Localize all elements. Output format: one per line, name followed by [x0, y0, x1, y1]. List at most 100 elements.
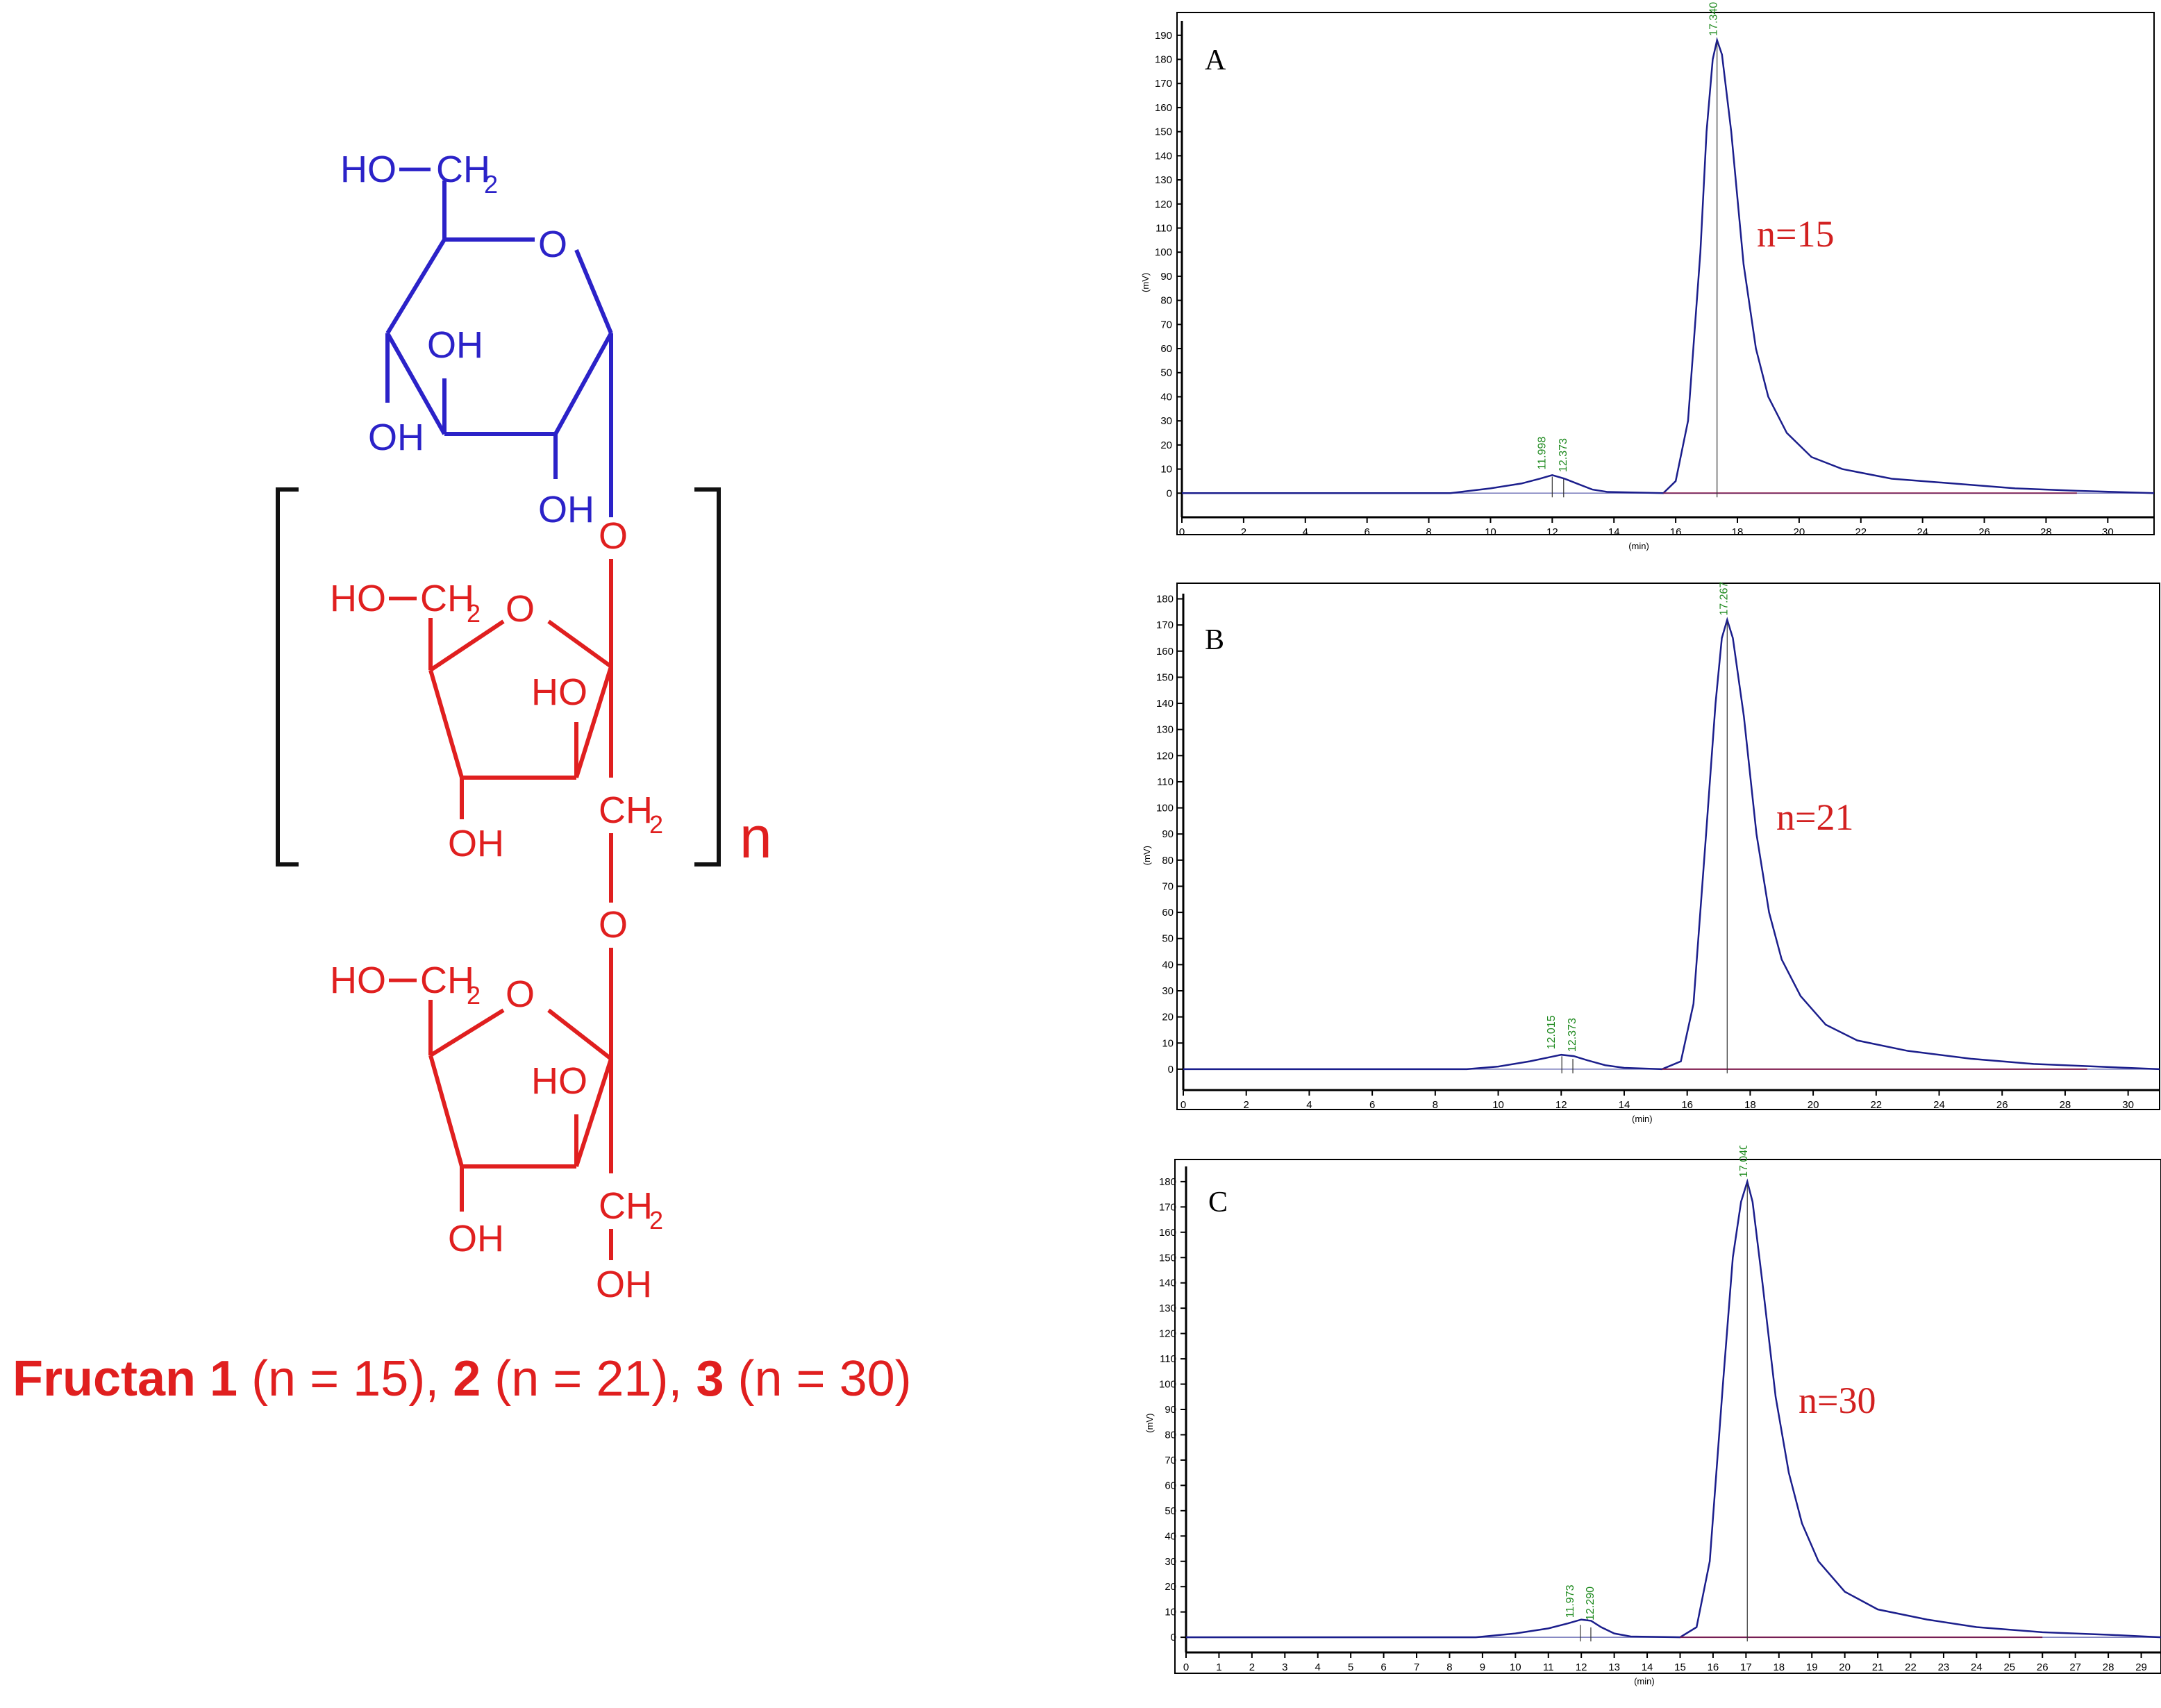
chart-b-x-tick-label: 8 [1433, 1099, 1438, 1111]
chart-c-x-tick-label: 6 [1380, 1661, 1386, 1673]
chart-a-peak-label: 11.998 [1536, 437, 1548, 470]
terminal-ring-o: O [506, 973, 535, 1015]
chart-c-y-tick-label: 160 [1159, 1227, 1176, 1239]
chart-b-x-tick-label: 4 [1306, 1099, 1312, 1111]
chart-b-y-tick-label: 70 [1162, 880, 1174, 892]
terminal-oh-end: OH [596, 1264, 652, 1305]
chart-a-x-tick-label: 26 [1978, 526, 1990, 538]
chart-c-y-tick-label: 40 [1165, 1530, 1176, 1542]
repeat-fructose-unit [428, 559, 613, 903]
chart-b-x-tick-label: 10 [1492, 1099, 1504, 1111]
chart-c-x-tick-label: 15 [1674, 1661, 1686, 1673]
chart-c-y-tick-label: 110 [1160, 1353, 1176, 1365]
chart-b-y-tick-label: 140 [1156, 698, 1174, 710]
chart-b-y-tick-label: 120 [1156, 750, 1174, 762]
chart-b-x-tick-label: 6 [1369, 1099, 1375, 1111]
chart-c-frame [1174, 1159, 2161, 1674]
glucose-unit [385, 181, 613, 517]
chart-a-x-tick-label: 16 [1670, 526, 1682, 538]
chart-b-y-tick-label: 180 [1156, 594, 1174, 605]
chart-c-x-tick-label: 24 [1971, 1661, 1983, 1673]
repeat-ho-inner: HO [531, 671, 587, 713]
chromatogram-b-plot: 0102030405060708090100110120130140150160… [1142, 582, 2160, 1124]
chart-c-x-tick-label: 11 [1543, 1661, 1554, 1673]
chart-c-x-tick-label: 1 [1216, 1661, 1221, 1673]
structure-caption: Fructan 1 (n = 15), 2 (n = 21), 3 (n = 3… [12, 1351, 912, 1407]
chart-b-frame [1176, 583, 2160, 1110]
chart-a-y-tick-label: 120 [1155, 199, 1172, 210]
chart-b-y-tick-label: 0 [1168, 1064, 1174, 1075]
chart-c-x-tick-label: 25 [2003, 1661, 2015, 1673]
chromatogram-a-plot: 0102030405060708090100110120130140150160… [1140, 2, 2155, 551]
chart-a-y-tick-label: 70 [1160, 319, 1172, 330]
chart-a-y-tick-label: 30 [1160, 415, 1172, 427]
chart-c-y-label: (mV) [1144, 1414, 1155, 1433]
chart-c-y-tick-label: 60 [1165, 1480, 1176, 1491]
caption-n2: (n = 21), [481, 1351, 696, 1407]
terminal-oh-bottom: OH [448, 1218, 504, 1259]
repeat-oh-bottom: OH [448, 823, 504, 864]
chart-c-y-tick-label: 70 [1165, 1455, 1176, 1466]
chart-a-peak-label: 12.373 [1558, 438, 1569, 472]
chart-a-y-tick-label: 160 [1155, 102, 1172, 114]
chart-a-x-tick-label: 18 [1732, 526, 1744, 538]
chart-a-annotation: n=15 [1757, 213, 1834, 255]
chart-b-x-tick-label: 20 [1808, 1099, 1819, 1111]
chart-c-x-tick-label: 10 [1510, 1661, 1521, 1673]
chart-c-x-tick-label: 21 [1872, 1661, 1884, 1673]
chart-c-y-tick-label: 180 [1159, 1176, 1176, 1188]
repeat-brackets [276, 487, 721, 866]
terminal-ho-inner: HO [531, 1060, 587, 1102]
chart-a-x-tick-label: 8 [1426, 526, 1431, 538]
chart-a-y-tick-label: 140 [1155, 150, 1172, 162]
chart-a-y-tick-label: 100 [1155, 246, 1172, 258]
chart-a-peak-label: 17.340 [1708, 2, 1720, 36]
chart-c-x-tick-label: 26 [2037, 1661, 2049, 1673]
chart-c-y-tick-label: 120 [1159, 1328, 1176, 1340]
chart-c-x-tick-label: 14 [1642, 1661, 1653, 1673]
chart-b-x-tick-label: 26 [1996, 1099, 2008, 1111]
chart-b-x-tick-label: 12 [1555, 1099, 1567, 1111]
repeat-ho: HO [330, 578, 386, 619]
chart-b-y-tick-label: 60 [1162, 907, 1174, 919]
repeat-n: n [740, 805, 772, 870]
chart-b-trace [1183, 617, 2160, 1071]
caption-n3: (n = 30) [724, 1351, 911, 1407]
chart-a-x-tick-label: 20 [1794, 526, 1805, 538]
chart-c-x-tick-label: 3 [1282, 1661, 1287, 1673]
chart-c-y-tick-label: 20 [1165, 1581, 1176, 1593]
chart-b-y-tick-label: 40 [1162, 959, 1174, 971]
chromatogram-a: 0 10 20 30 40 50 60 70 80 90 100 110 120 130 140 150 160… [1139, 0, 2161, 569]
chart-b-x-tick-label: 30 [2122, 1099, 2134, 1111]
chart-a-y-tick-label: 20 [1160, 439, 1172, 451]
chart-c-x-tick-label: 17 [1740, 1661, 1752, 1673]
chart-a-x-tick-label: 30 [2102, 526, 2114, 538]
glucose-oh-bottom: OH [538, 489, 594, 530]
terminal-fructose-unit [428, 948, 613, 1260]
chart-b-y-tick-label: 90 [1162, 828, 1174, 840]
chart-c-y-tick-label: 140 [1159, 1278, 1176, 1289]
chart-c-y-tick-label: 90 [1165, 1404, 1176, 1416]
chart-b-y-tick-label: 160 [1156, 646, 1174, 658]
chart-c-peak-label: 17.040 [1738, 1146, 1750, 1178]
chart-b-x-tick-label: 28 [2060, 1099, 2071, 1111]
repeat-ch: CH [420, 578, 474, 619]
caption-compound-2: 2 [453, 1351, 481, 1407]
chart-a-x-tick-label: 10 [1485, 526, 1496, 538]
glucose-ring-o: O [538, 224, 567, 265]
chart-a-y-tick-label: 180 [1155, 54, 1172, 66]
glucose-ch: CH [436, 149, 490, 190]
chart-a-x-tick-label: 22 [1855, 526, 1867, 538]
chart-c-x-tick-label: 0 [1183, 1661, 1189, 1673]
chart-a-y-tick-label: 150 [1155, 126, 1172, 138]
repeat-ch2-side: CH [599, 789, 653, 831]
chart-b-y-label: (mV) [1142, 846, 1152, 865]
chart-b-x-label: (min) [1632, 1114, 1653, 1124]
chart-a-x-tick-label: 24 [1917, 526, 1928, 538]
chart-c-x-tick-label: 9 [1480, 1661, 1485, 1673]
chart-b-peak-label: 17.267 [1718, 582, 1730, 616]
chart-a-x-tick-label: 0 [1179, 526, 1185, 538]
chart-c-peak-label: 11.973 [1565, 1584, 1576, 1618]
chart-b-y-tick-label: 10 [1162, 1037, 1174, 1049]
chart-c-peak-label: 12.290 [1585, 1586, 1596, 1621]
